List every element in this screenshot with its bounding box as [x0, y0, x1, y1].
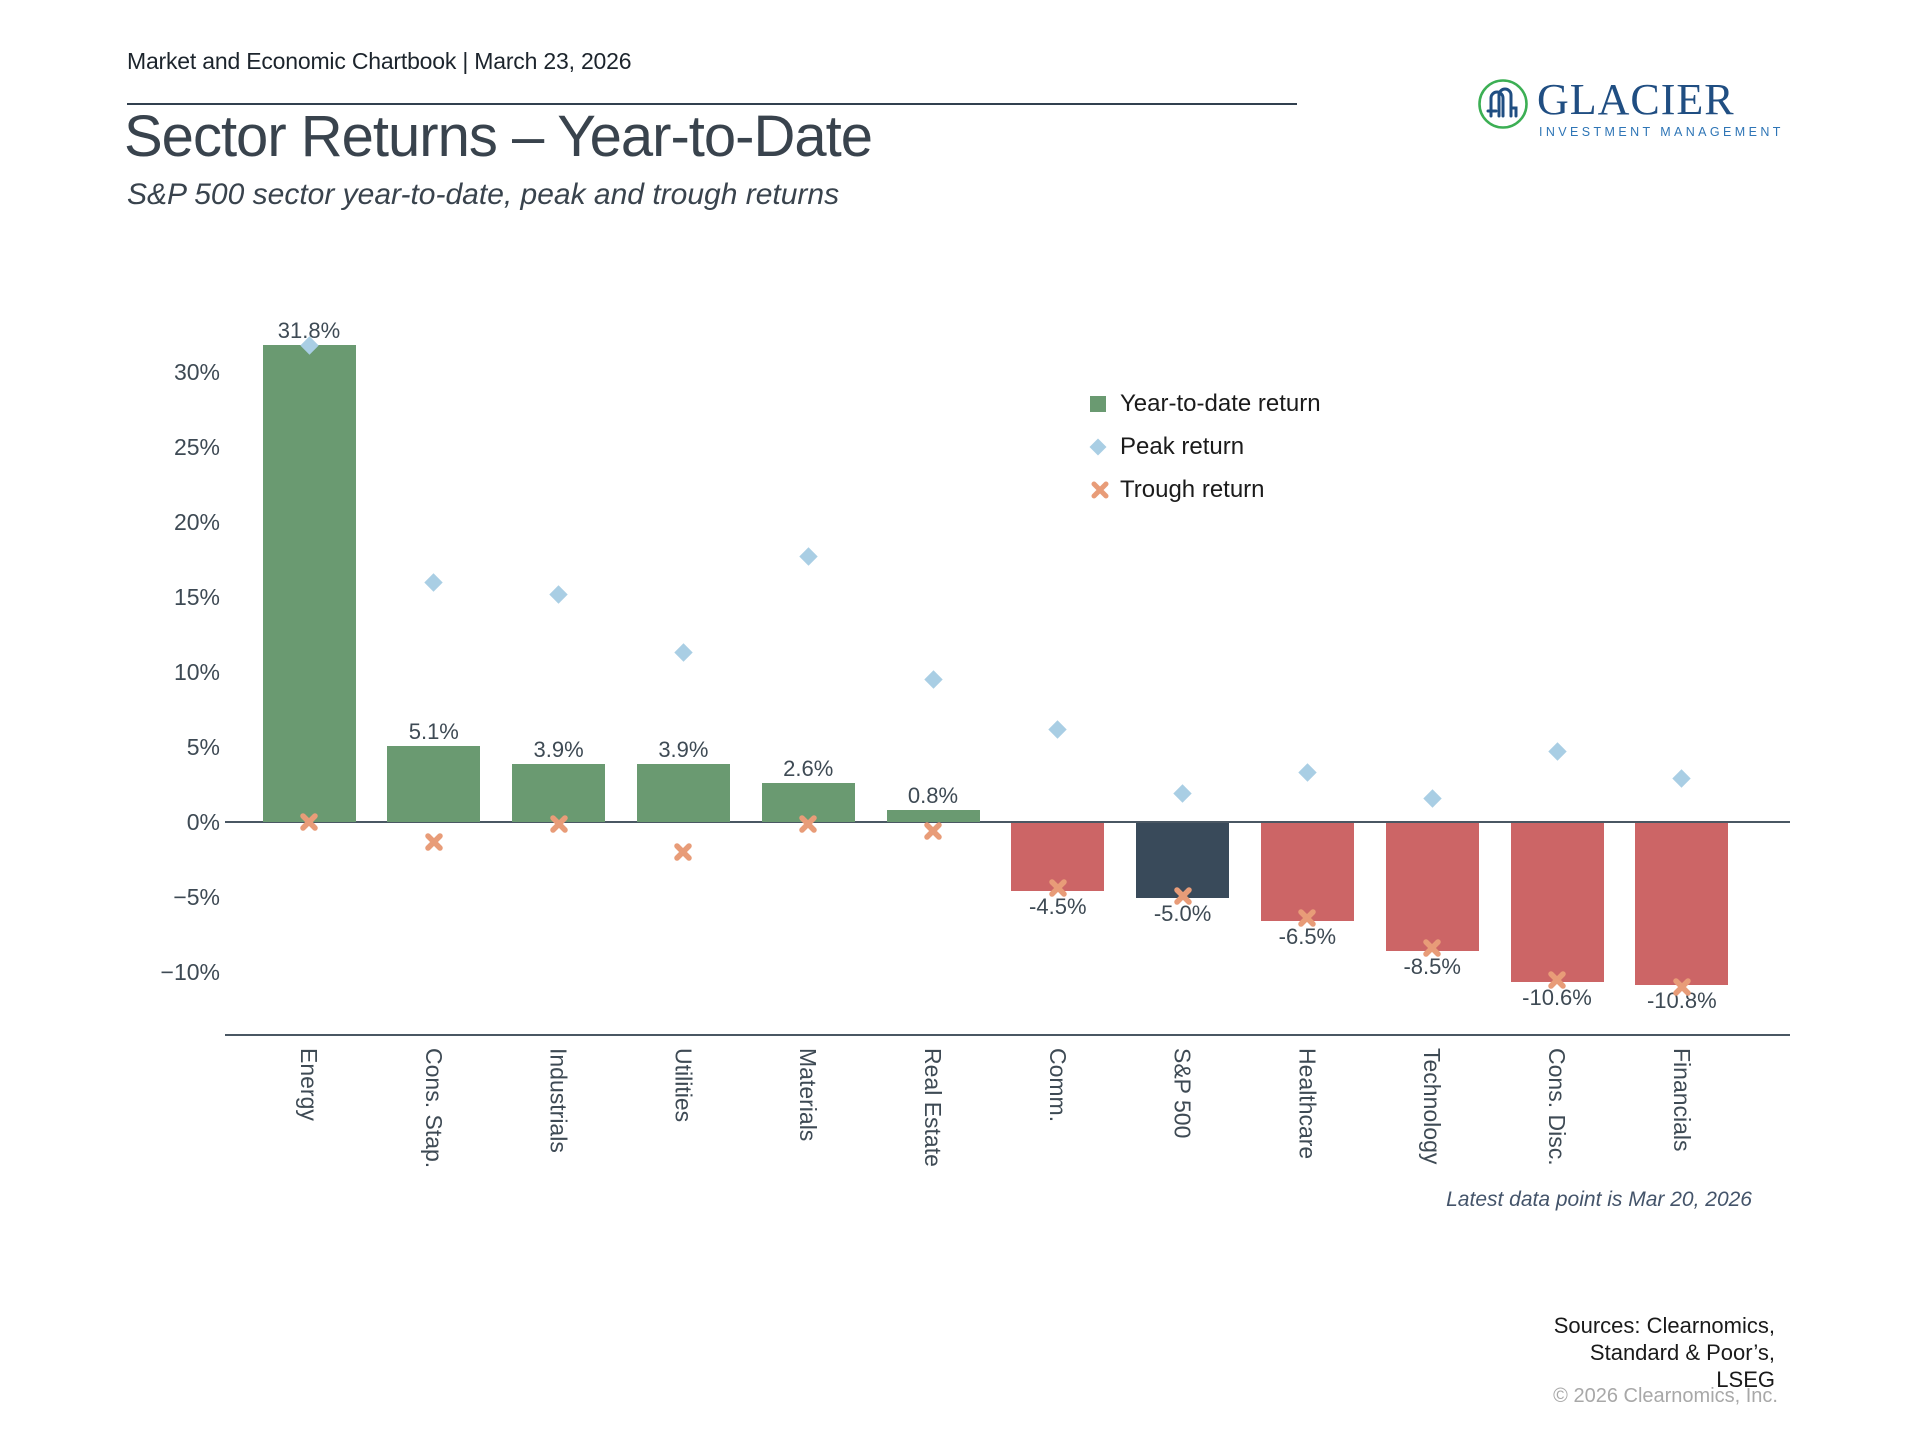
x-axis-category-label: Cons. Stap.: [420, 1048, 447, 1169]
peak-return-marker: [1048, 719, 1067, 739]
bar-value-label: -10.8%: [1646, 988, 1717, 1013]
bar-value-label: -5.0%: [1153, 901, 1212, 926]
peak-return-marker: [1672, 769, 1691, 788]
x-axis-category-label: Industrials: [545, 1048, 572, 1153]
header-rule: [127, 103, 1297, 105]
legend-item-trough: Trough return: [1090, 476, 1321, 504]
ytd-return-bar: [262, 345, 356, 822]
y-axis-tick-label: −5%: [173, 884, 220, 910]
y-axis-tick-label: 5%: [186, 734, 220, 760]
x-axis-category-label: Healthcare: [1294, 1048, 1321, 1160]
ytd-return-bar: [1510, 823, 1604, 982]
glacier-logo-icon: [1477, 78, 1529, 130]
trough-return-marker: [1047, 877, 1069, 899]
trough-x-swatch: [1090, 480, 1120, 500]
ytd-return-bar: [1136, 823, 1230, 898]
trough-return-marker: [1546, 969, 1568, 991]
ytd-return-bar: [886, 810, 980, 822]
sources-line-3: LSEG: [1716, 1367, 1775, 1392]
ytd-square-swatch: [1090, 396, 1106, 412]
bar-value-label: 3.9%: [658, 736, 709, 762]
latest-data-footnote: Latest data point is Mar 20, 2026: [1446, 1188, 1752, 1211]
peak-return-marker: [424, 572, 443, 592]
x-axis-category-label: Technology: [1419, 1048, 1446, 1165]
ytd-return-bar: [1260, 823, 1354, 921]
trough-return-marker: [922, 820, 944, 842]
report-kicker: Market and Economic Chartbook | March 23…: [127, 48, 632, 74]
trough-return-marker: [548, 813, 570, 835]
ytd-return-bar: [1385, 823, 1479, 951]
bar-value-label: -6.5%: [1278, 923, 1337, 949]
sources-note: Sources: Clearnomics, Standard & Poor’s,…: [1554, 1312, 1775, 1393]
y-axis-tick-label: 15%: [173, 584, 220, 610]
chart-legend: Year-to-date return Peak return Trough r…: [1089, 390, 1321, 504]
y-axis-tick-label: −10%: [160, 959, 220, 985]
bar-value-label: 3.9%: [533, 736, 584, 762]
peak-return-marker: [923, 670, 943, 689]
bar-value-label: 2.6%: [783, 756, 834, 781]
y-axis-tick-label: 20%: [173, 509, 220, 535]
trough-return-marker: [797, 813, 819, 835]
brand-name: GLACIER: [1537, 75, 1735, 124]
bar-value-label: 5.1%: [408, 718, 459, 744]
copyright-note: © 2026 Clearnomics, Inc.: [1553, 1385, 1778, 1407]
trough-return-marker: [1296, 907, 1318, 929]
y-axis-tick-label: 25%: [173, 434, 220, 460]
legend-item-peak: Peak return: [1089, 433, 1321, 461]
page-subtitle: S&P 500 sector year-to-date, peak and tr…: [127, 178, 840, 211]
x-axis-category-label: Cons. Disc.: [1544, 1048, 1570, 1166]
legend-label-peak: Peak return: [1120, 433, 1245, 460]
ytd-return-bar: [761, 783, 855, 822]
peak-return-marker: [674, 643, 693, 662]
sources-line-1: Sources: Clearnomics,: [1553, 1313, 1775, 1338]
peak-return-marker: [549, 584, 568, 604]
x-axis-category-label: Energy: [296, 1048, 322, 1121]
bar-value-label: 0.8%: [907, 783, 959, 808]
x-axis-category-label: Comm.: [1044, 1048, 1071, 1123]
bar-value-label: -10.6%: [1522, 985, 1592, 1010]
legend-label-ytd: Year-to-date return: [1120, 390, 1321, 417]
y-axis-tick-label: 0%: [186, 809, 220, 835]
x-axis-category-label: Materials: [795, 1048, 822, 1142]
brand-logo: GLACIER INVESTMENT MANAGEMENT: [1477, 78, 1784, 139]
x-axis-category-label: Real Estate: [920, 1048, 946, 1167]
trough-return-marker: [423, 831, 445, 853]
trough-return-marker: [672, 841, 694, 863]
peak-return-marker: [1547, 742, 1567, 761]
bar-value-label: -8.5%: [1403, 953, 1461, 979]
ytd-return-bar: [1011, 823, 1105, 891]
legend-label-trough: Trough return: [1120, 476, 1265, 503]
x-axis-category-label: Financials: [1668, 1048, 1695, 1152]
x-axis-category-label: Utilities: [670, 1048, 697, 1123]
ytd-return-bar: [387, 745, 481, 822]
brand-tagline: INVESTMENT MANAGEMENT: [1539, 125, 1784, 139]
x-axis-line: [225, 1034, 1790, 1036]
peak-return-marker: [1422, 788, 1442, 808]
y-axis-tick-label: 30%: [173, 359, 220, 385]
ytd-return-bar: [512, 763, 606, 822]
bar-value-label: -4.5%: [1029, 893, 1087, 919]
legend-item-ytd: Year-to-date return: [1090, 390, 1321, 418]
trough-return-marker: [1671, 976, 1693, 998]
trough-return-marker: [1172, 885, 1194, 907]
ytd-return-bar: [636, 763, 730, 822]
y-axis-tick-label: 10%: [173, 659, 220, 685]
ytd-return-bar: [1635, 823, 1729, 985]
page-title: Sector Returns – Year-to-Date: [124, 104, 873, 169]
peak-return-marker: [1298, 763, 1317, 782]
trough-return-marker: [298, 811, 320, 833]
zero-line: [225, 821, 1790, 823]
peak-return-marker: [1173, 784, 1192, 803]
sources-line-2: Standard & Poor’s,: [1589, 1340, 1775, 1365]
peak-return-marker: [798, 547, 818, 566]
trough-return-marker: [1421, 937, 1443, 959]
x-axis-category-label: S&P 500: [1169, 1048, 1196, 1139]
peak-diamond-swatch: [1089, 438, 1107, 456]
